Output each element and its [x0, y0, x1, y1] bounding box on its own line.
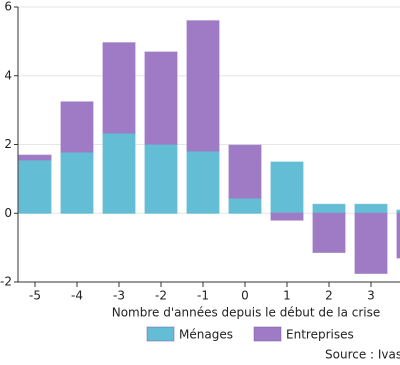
y-tick-label: 2	[4, 137, 12, 151]
bar	[270, 212, 304, 221]
y-tick-label: 6	[4, 0, 12, 14]
bar	[60, 151, 94, 214]
x-tick-label: -5	[29, 289, 41, 303]
legend-swatch	[146, 326, 175, 342]
bar	[228, 144, 262, 199]
bar	[228, 197, 262, 214]
bar	[186, 150, 220, 214]
legend-label: Ménages	[179, 328, 233, 342]
bar	[396, 212, 400, 259]
bar	[312, 212, 346, 253]
bar	[354, 212, 388, 274]
x-tick-label: -1	[197, 289, 209, 303]
x-tick-label: 1	[283, 289, 291, 303]
bar	[18, 159, 52, 214]
x-tick-label: -2	[155, 289, 167, 303]
bar	[312, 203, 346, 214]
legend-swatch	[253, 326, 282, 342]
x-tick-label: -4	[71, 289, 83, 303]
x-tick-label: -3	[113, 289, 125, 303]
bar	[354, 203, 388, 214]
bar	[396, 209, 400, 214]
source: Source : Ivas	[325, 348, 400, 362]
bar	[102, 132, 136, 214]
x-tick-label: 2	[325, 289, 333, 303]
x-tick-label: 0	[241, 289, 249, 303]
bar	[270, 161, 304, 214]
bar	[144, 143, 178, 214]
y-tick-label: 0	[4, 206, 12, 220]
x-axis-label: Nombre d'années depuis le début de la cr…	[112, 306, 381, 320]
x-tick-label: 3	[367, 289, 375, 303]
bar	[60, 101, 94, 153]
bar	[102, 42, 136, 134]
y-tick-label: 4	[4, 68, 12, 82]
bar	[18, 154, 52, 161]
bar	[186, 20, 220, 152]
legend-label: Entreprises	[286, 328, 354, 342]
y-tick-label: -2	[0, 275, 12, 289]
bar	[144, 51, 178, 145]
